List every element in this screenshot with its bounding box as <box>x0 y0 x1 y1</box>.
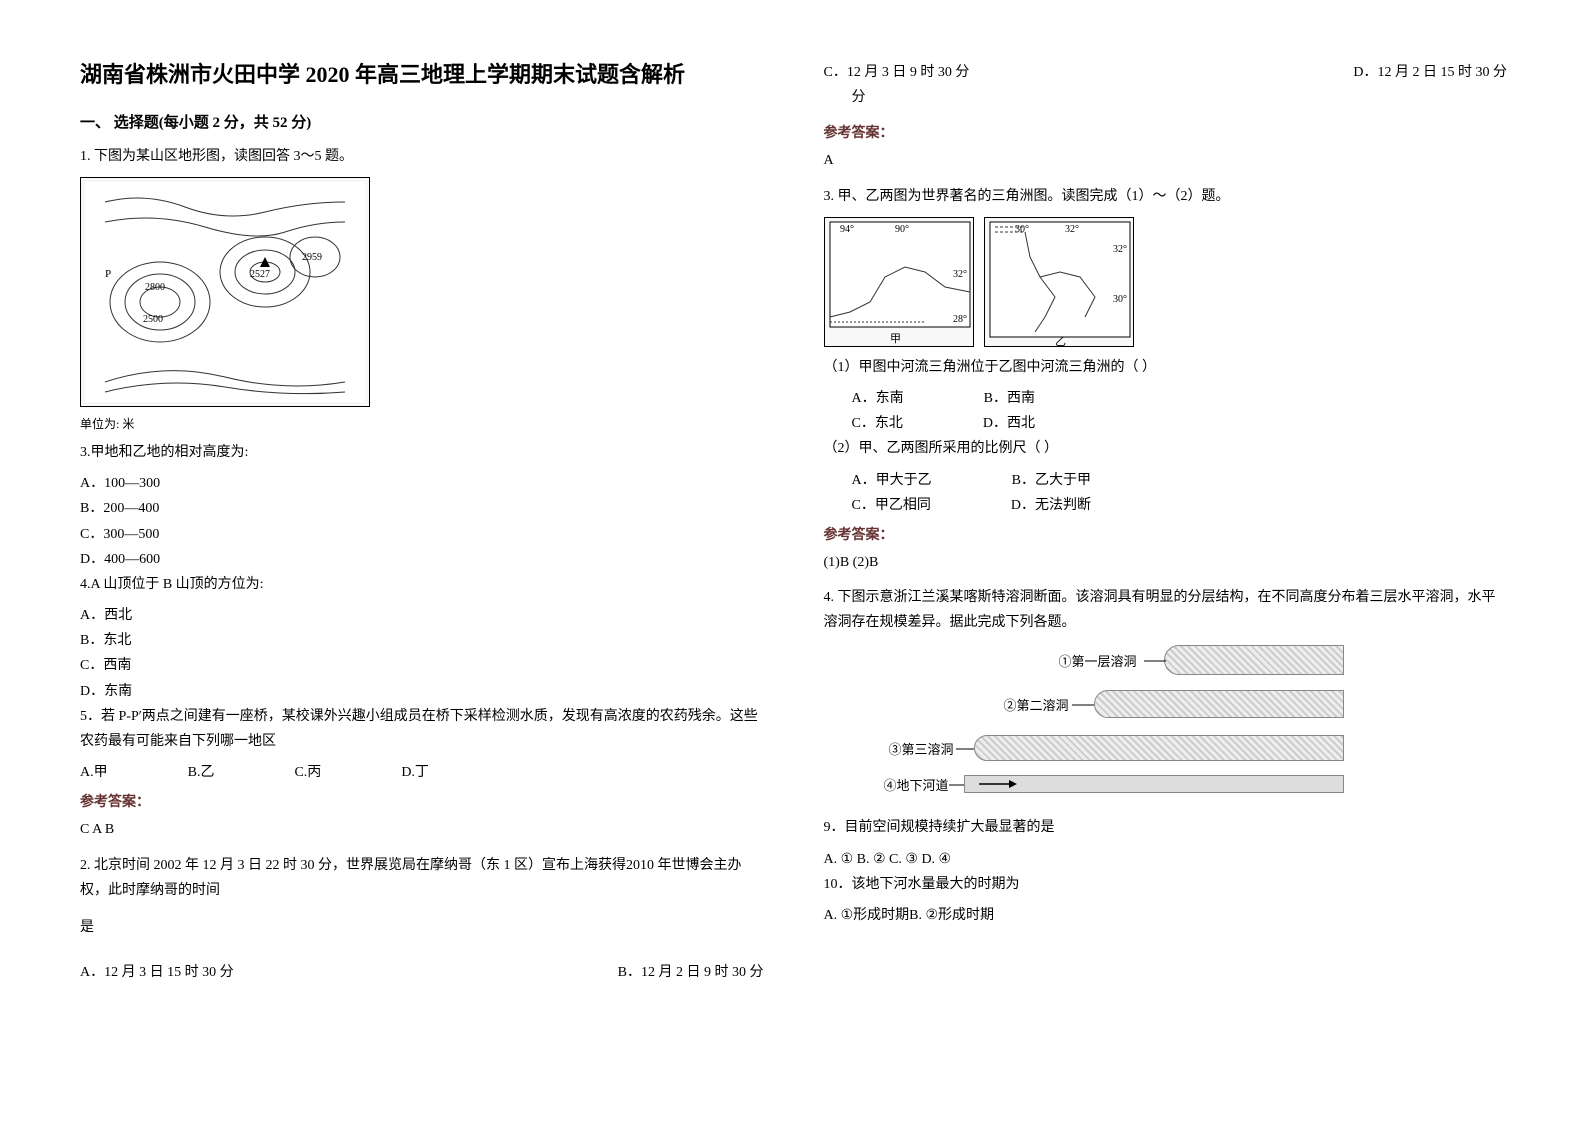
left-column: 湖南省株洲市火田中学 2020 年高三地理上学期期末试题含解析 一、 选择题(每… <box>80 60 764 985</box>
q2-answer: A <box>824 148 1508 173</box>
svg-text:32°: 32° <box>1113 244 1127 255</box>
map-yi: 30° 32° 32° 30° 乙 <box>984 217 1134 347</box>
cave-label-4: ④地下河道 <box>884 775 949 794</box>
topographic-map-figure: 2800 2500 2527 2959 P <box>80 177 370 407</box>
q4-sub9: 9．目前空间规模持续扩大最显著的是 <box>824 815 1508 840</box>
q4-stem: 4. 下图示意浙江兰溪某喀斯特溶洞断面。该溶洞具有明显的分层结构，在不同高度分布… <box>824 585 1508 635</box>
section-1-header: 一、 选择题(每小题 2 分，共 52 分) <box>80 111 764 132</box>
q1-answer-label: 参考答案： <box>80 791 764 811</box>
q2-options-row1: A．12 月 3 日 15 时 30 分 B．12 月 2 日 9 时 30 分 <box>80 960 764 985</box>
q2-opt-b: B．12 月 2 日 9 时 30 分 <box>618 960 764 985</box>
q4-sub9-opts: A. ① B. ② C. ③ D. ④ <box>824 847 1508 872</box>
q1-sub3-a: A．100—300 <box>80 471 764 496</box>
q3-sub1: （1）甲图中河流三角洲位于乙图中河流三角洲的（ ） <box>824 355 1508 380</box>
map-yi-icon: 30° 32° 32° 30° 乙 <box>985 217 1133 347</box>
q3-sub1-a: A．东南 <box>852 386 904 411</box>
q3-sub2-b: B．乙大于甲 <box>1012 468 1091 493</box>
map-jia-icon: 94° 90° 32° 28° 甲 <box>825 217 973 347</box>
q1-sub3-c: C．300—500 <box>80 522 764 547</box>
svg-text:32°: 32° <box>1065 224 1079 235</box>
q2-stem-tail: 是 <box>80 915 764 940</box>
figure-caption: 单位为: 米 <box>80 415 764 432</box>
cave-label-1: ①第一层溶洞 <box>1059 651 1137 670</box>
q1-sub5-options: A.甲 B.乙 C.丙 D.丁 <box>80 760 764 785</box>
q3-sub1-row1: A．东南 B．西南 <box>852 386 1508 411</box>
svg-text:30°: 30° <box>1015 224 1029 235</box>
q1-stem: 1. 下图为某山区地形图，读图回答 3～5 题。 <box>80 144 764 169</box>
svg-text:P: P <box>105 268 111 280</box>
q1-sub5: 5．若 P-P′两点之间建有一座桥，某校课外兴趣小组成员在桥下采样检测水质，发现… <box>80 704 764 754</box>
svg-text:28°: 28° <box>953 314 967 325</box>
svg-text:乙: 乙 <box>1055 335 1066 347</box>
q1-sub4: 4.A 山顶位于 B 山顶的方位为: <box>80 572 764 597</box>
svg-text:2500: 2500 <box>143 314 163 325</box>
pointer-line-icon <box>1072 701 1094 709</box>
q1-sub3: 3.甲地和乙地的相对高度为: <box>80 440 764 465</box>
svg-text:32°: 32° <box>953 269 967 280</box>
q1-sub4-d: D．东南 <box>80 679 764 704</box>
arrow-icon <box>979 775 1019 793</box>
pointer-line-icon <box>956 745 974 753</box>
svg-text:2959: 2959 <box>302 252 322 263</box>
q2-opt-c: C．12 月 3 日 9 时 30 分 <box>824 60 970 85</box>
svg-text:94°: 94° <box>840 224 854 235</box>
cave-label-2: ②第二溶洞 <box>1004 695 1069 714</box>
q4-sub10: 10．该地下河水量最大的时期为 <box>824 872 1508 897</box>
q1-sub3-d: D．400—600 <box>80 547 764 572</box>
q2-answer-label: 参考答案： <box>824 122 1508 142</box>
map-jia: 94° 90° 32° 28° 甲 <box>824 217 974 347</box>
cave-cross-section-figure: ①第一层溶洞 ②第二溶洞 ③第三溶洞 ④地下河道 <box>884 645 1344 805</box>
q3-sub1-d: D．西北 <box>983 411 1035 436</box>
q2-stem: 2. 北京时间 2002 年 12 月 3 日 22 时 30 分，世界展览局在… <box>80 853 764 903</box>
q3-stem: 3. 甲、乙两图为世界著名的三角洲图。读图完成（1）～（2）题。 <box>824 184 1508 209</box>
q1-sub5-a: A.甲 <box>80 760 108 785</box>
q2-opt-d: D．12 月 2 日 15 时 30 分 <box>1353 60 1507 85</box>
q3-answer-label: 参考答案： <box>824 524 1508 544</box>
q3-sub2-a: A．甲大于乙 <box>852 468 932 493</box>
q1-sub4-b: B．东北 <box>80 628 764 653</box>
q2-opt-a: A．12 月 3 日 15 时 30 分 <box>80 960 234 985</box>
delta-maps: 94° 90° 32° 28° 甲 30° 32° 32° 30° <box>824 217 1508 347</box>
q3-sub1-row2: C．东北 D．西北 <box>852 411 1508 436</box>
q1-sub5-d: D.丁 <box>401 760 429 785</box>
svg-text:90°: 90° <box>895 224 909 235</box>
q2-opt-d-tail: 分 <box>852 85 1508 110</box>
q1-sub4-a: A．西北 <box>80 603 764 628</box>
q2-options-row2: C．12 月 3 日 9 时 30 分 D．12 月 2 日 15 时 30 分 <box>824 60 1508 85</box>
contour-map-icon: 2800 2500 2527 2959 P <box>85 182 365 402</box>
q3-sub2: （2）甲、乙两图所采用的比例尺（ ） <box>824 436 1508 461</box>
q3-sub1-b: B．西南 <box>984 386 1035 411</box>
q1-sub4-c: C．西南 <box>80 653 764 678</box>
q3-sub2-row2: C．甲乙相同 D．无法判断 <box>852 493 1508 518</box>
q3-sub2-c: C．甲乙相同 <box>852 493 931 518</box>
q3-sub2-d: D．无法判断 <box>1011 493 1091 518</box>
q3-sub2-row1: A．甲大于乙 B．乙大于甲 <box>852 468 1508 493</box>
svg-text:2800: 2800 <box>145 282 165 293</box>
q1-answer: C A B <box>80 817 764 842</box>
svg-text:30°: 30° <box>1113 294 1127 305</box>
q3-answer: (1)B (2)B <box>824 550 1508 575</box>
q3-sub1-c: C．东北 <box>852 411 903 436</box>
q1-sub5-b: B.乙 <box>188 760 215 785</box>
svg-text:甲: 甲 <box>890 333 901 345</box>
q1-sub3-b: B．200—400 <box>80 496 764 521</box>
q4-sub10-opts: A. ①形成时期B. ②形成时期 <box>824 903 1508 928</box>
q1-sub5-c: C.丙 <box>294 760 321 785</box>
exam-title: 湖南省株洲市火田中学 2020 年高三地理上学期期末试题含解析 <box>80 60 764 91</box>
svg-text:2527: 2527 <box>250 269 270 280</box>
right-column: C．12 月 3 日 9 时 30 分 D．12 月 2 日 15 时 30 分… <box>824 60 1508 985</box>
cave-label-3: ③第三溶洞 <box>889 739 954 758</box>
pointer-line-icon <box>949 781 964 789</box>
pointer-line-icon <box>1144 657 1166 665</box>
